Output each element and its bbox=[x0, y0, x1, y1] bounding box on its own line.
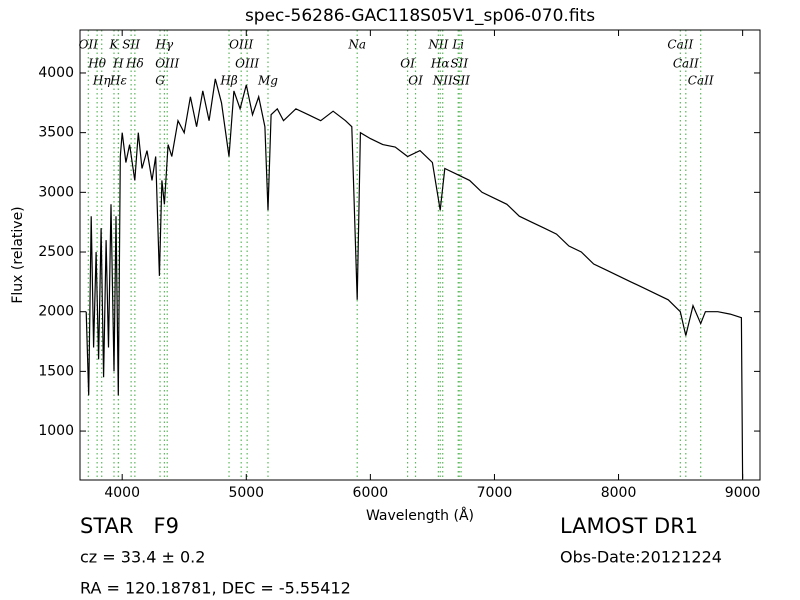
x-tick-label: 8000 bbox=[601, 485, 637, 501]
y-axis-label: Flux (relative) bbox=[10, 206, 26, 303]
spectral-line-label: SII bbox=[122, 38, 140, 52]
spectral-line-label: H bbox=[112, 57, 124, 71]
spectral-line-label: OII bbox=[79, 38, 99, 52]
spectral-line-label: SII bbox=[450, 57, 468, 71]
y-tick-label: 4000 bbox=[38, 65, 74, 81]
y-tick-label: 2500 bbox=[38, 244, 74, 260]
spectral-line-label: Hβ bbox=[219, 74, 237, 88]
spectral-line-label: Hγ bbox=[155, 38, 174, 52]
spectral-line-label: CaII bbox=[673, 57, 699, 71]
spectral-line-label: Li bbox=[451, 38, 464, 52]
spectral-line-label: Hη bbox=[92, 74, 111, 88]
x-tick-label: 5000 bbox=[228, 485, 264, 501]
spectral-line-label: SII bbox=[452, 74, 470, 88]
spectral-line-label: NII bbox=[427, 38, 448, 52]
coords-text: RA = 120.18781, DEC = -5.55412 bbox=[80, 579, 351, 598]
obs-date-text: Obs-Date:20121224 bbox=[560, 548, 722, 567]
spectral-line-label: CaII bbox=[688, 74, 714, 88]
spectral-line-label: Hε bbox=[109, 74, 127, 88]
y-tick-label: 1500 bbox=[38, 363, 74, 379]
spectral-line-label: G bbox=[155, 74, 165, 88]
y-tick-label: 3000 bbox=[38, 184, 74, 200]
spectral-line-label: OIII bbox=[155, 57, 179, 71]
spectral-line-label: Hδ bbox=[125, 57, 144, 71]
x-tick-label: 6000 bbox=[353, 485, 389, 501]
cz-text: cz = 33.4 ± 0.2 bbox=[80, 548, 205, 567]
spectral-line-label: Mg bbox=[257, 74, 278, 88]
spectral-line-label: OI bbox=[408, 74, 423, 88]
spectral-line-label: OIII bbox=[235, 57, 259, 71]
x-tick-label: 4000 bbox=[104, 485, 140, 501]
spectral-line-label: Na bbox=[347, 38, 366, 52]
spectral-line-label: NII bbox=[432, 74, 453, 88]
y-tick-label: 3500 bbox=[38, 125, 74, 141]
spectral-line-label: OIII bbox=[229, 38, 253, 52]
class-text: STAR F9 bbox=[80, 514, 179, 538]
x-tick-label: 7000 bbox=[477, 485, 513, 501]
spectrum-line bbox=[85, 78, 744, 479]
spectral-line-label: K bbox=[109, 38, 120, 52]
spectral-line-label: Hα bbox=[430, 57, 450, 71]
y-tick-label: 1000 bbox=[38, 423, 74, 439]
x-tick-label: 9000 bbox=[725, 485, 761, 501]
plot-frame bbox=[79, 29, 761, 481]
y-tick-label: 2000 bbox=[38, 304, 74, 320]
chart-title: spec-56286-GAC118S05V1_sp06-070.fits bbox=[245, 6, 595, 26]
spectral-line-label: Hθ bbox=[87, 57, 106, 71]
survey-text: LAMOST DR1 bbox=[560, 514, 698, 538]
spectral-line-label: CaII bbox=[667, 38, 693, 52]
spectral-line-label: OI bbox=[400, 57, 415, 71]
x-axis-label: Wavelength (Å) bbox=[366, 507, 474, 524]
